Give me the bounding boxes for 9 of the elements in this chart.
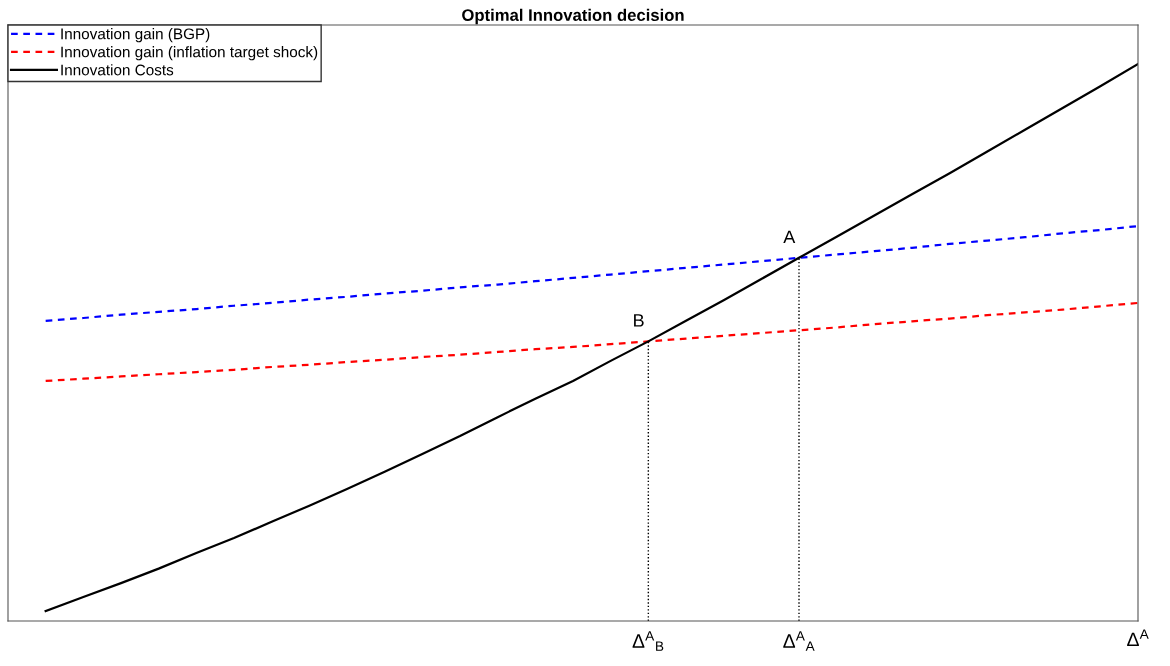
chart-title: Optimal Innovation decision [462, 8, 684, 25]
legend-label: Innovation Costs [61, 64, 174, 76]
legend-label: Innovation gain (BGP) [61, 28, 210, 43]
x-tick-label: Δ$^{A}$$_{A}$ [783, 631, 815, 651]
x-tick-label: Δ$^{A}$$_{B}$ [632, 631, 664, 651]
annotation: A [783, 230, 796, 244]
legend-label: Innovation gain (inflation target shock) [61, 46, 318, 61]
annotation: B [634, 314, 644, 327]
x-tick-label: Δ$^{A}$ [1127, 629, 1149, 647]
